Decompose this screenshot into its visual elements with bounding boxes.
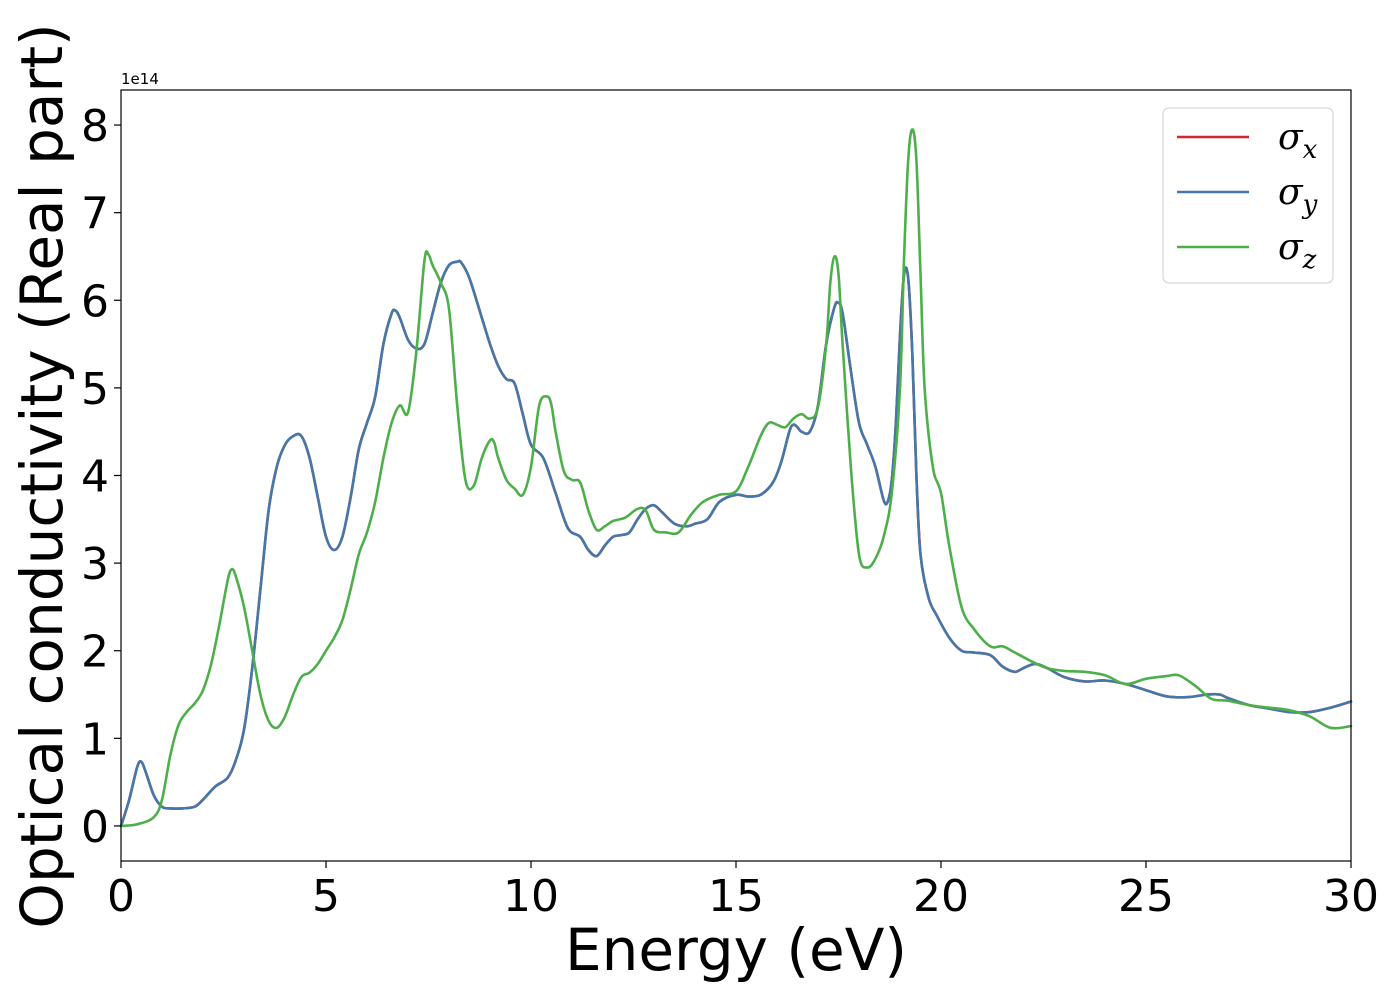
y-offset-label: 1e14 (121, 70, 159, 88)
legend-label-subscript: y (1302, 190, 1318, 220)
y-tick-label: 4 (81, 452, 109, 503)
x-tick-label: 10 (503, 871, 559, 922)
legend-label-base: σ (1278, 117, 1304, 158)
x-tick-label: 30 (1323, 871, 1379, 922)
x-axis-ticks: 0 5 10 15 20 25 30 (107, 861, 1379, 922)
y-tick-label: 2 (81, 627, 109, 678)
x-tick-label: 5 (312, 871, 340, 922)
y-tick-label: 3 (81, 539, 109, 590)
legend-box (1162, 107, 1334, 284)
y-tick-label: 6 (81, 276, 109, 327)
series-line-x (119, 259, 1353, 828)
legend-label-z: σz (1278, 227, 1317, 275)
y-tick-label: 1 (81, 714, 109, 765)
y-tick-label: 0 (81, 802, 109, 853)
legend-label-subscript: z (1302, 245, 1317, 275)
series-line-y (119, 259, 1353, 828)
x-tick-label: 20 (913, 871, 969, 922)
legend-label-base: σ (1278, 227, 1304, 268)
x-tick-label: 25 (1118, 871, 1174, 922)
legend-label-y: σy (1278, 172, 1318, 220)
legend-label-subscript: x (1303, 135, 1318, 165)
legend-label-x: σx (1278, 117, 1318, 165)
y-tick-label: 8 (81, 101, 109, 152)
y-tick-label: 5 (81, 364, 109, 415)
legend-label-base: σ (1278, 172, 1304, 213)
y-axis-ticks: 0 1 2 3 4 5 6 7 8 (81, 101, 121, 853)
y-tick-label: 7 (81, 189, 109, 240)
x-tick-label: 15 (708, 871, 764, 922)
series-layer (119, 128, 1353, 828)
x-tick-label: 0 (107, 871, 135, 922)
y-axis-title: Optical conductivity (Real part) (8, 23, 76, 928)
x-axis-title: Energy (eV) (565, 916, 907, 984)
series-line-z (119, 128, 1353, 828)
